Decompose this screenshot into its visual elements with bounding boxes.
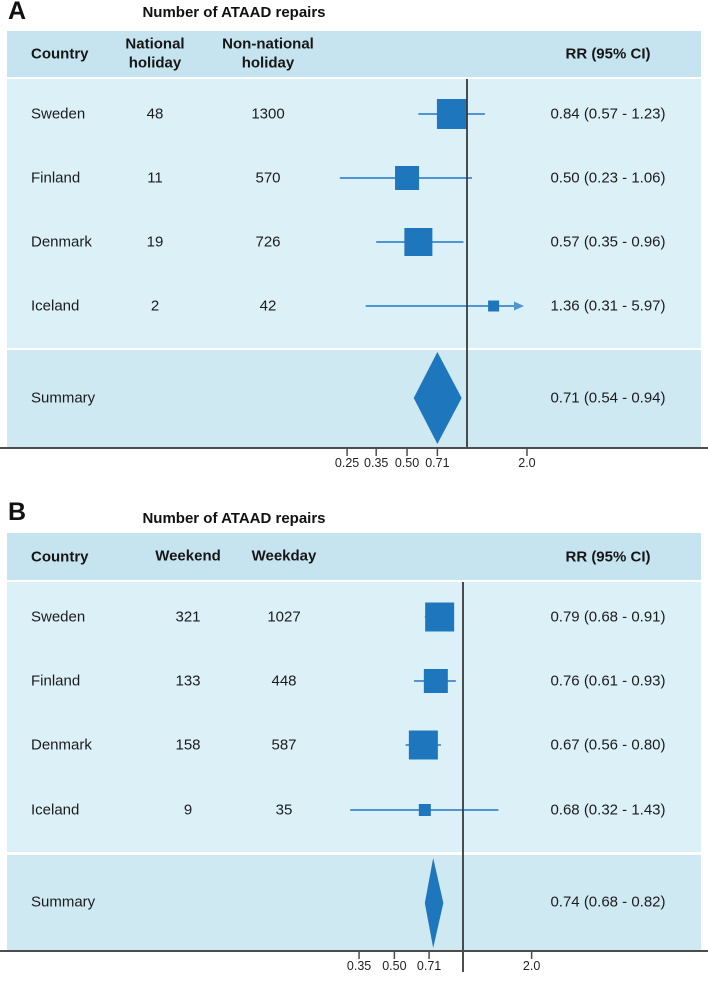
x-tick-label: 0.50	[394, 456, 420, 470]
row-country: Iceland	[31, 801, 80, 819]
row-count-col1: 2	[150, 297, 160, 315]
row-count-col1: 158	[175, 736, 201, 754]
row-country: Sweden	[31, 608, 86, 626]
x-tick-label: 0.71	[416, 959, 442, 973]
table-body-band	[7, 79, 701, 348]
row-country: Denmark	[31, 736, 92, 754]
row-count-col2: 42	[259, 297, 277, 315]
x-tick-label: 0.50	[382, 959, 407, 973]
row-count-col1: 321	[175, 608, 201, 626]
row-rr-text: 0.67 (0.56 - 0.80)	[550, 736, 666, 754]
summary-band	[7, 855, 701, 950]
row-count-col1: 11	[147, 169, 163, 187]
panel-title: Number of ATAAD repairs	[142, 510, 326, 527]
x-tick-label: 2.0	[518, 456, 536, 470]
column-header-col2: Non-national holiday	[222, 35, 314, 71]
panel-label: A	[8, 0, 27, 25]
x-tick-label: 2.0	[522, 959, 541, 973]
row-country: Finland	[31, 672, 81, 690]
column-header-rr: RR (95% CI)	[565, 45, 651, 63]
row-count-col2: 726	[255, 233, 281, 251]
row-country: Denmark	[31, 233, 92, 251]
column-header-country: Country	[31, 45, 89, 63]
column-header-col2: Weekday	[251, 547, 317, 565]
summary-label: Summary	[31, 389, 96, 407]
row-rr-text: 0.84 (0.57 - 1.23)	[550, 105, 666, 123]
row-rr-text: 0.68 (0.32 - 1.43)	[550, 801, 666, 819]
column-header-country: Country	[31, 548, 89, 565]
row-rr-text: 0.50 (0.23 - 1.06)	[550, 169, 666, 187]
panel-title: Number of ATAAD repairs	[142, 4, 326, 21]
column-header-col1: Weekend	[155, 547, 221, 565]
row-count-col1: 133	[175, 672, 201, 690]
panel-label: B	[8, 498, 27, 526]
summary-rr-text: 0.74 (0.68 - 0.82)	[550, 893, 666, 911]
x-tick-label: 0.71	[425, 456, 450, 470]
row-country: Finland	[31, 169, 81, 187]
row-country: Iceland	[31, 297, 80, 315]
row-count-col2: 448	[271, 672, 297, 690]
row-rr-text: 0.76 (0.61 - 0.93)	[550, 672, 666, 690]
row-count-col2: 570	[255, 169, 281, 187]
summary-band	[7, 350, 701, 447]
row-rr-text: 1.36 (0.31 - 5.97)	[550, 297, 666, 315]
row-count-col2: 1300	[251, 105, 285, 123]
row-rr-text: 0.79 (0.68 - 0.91)	[550, 608, 666, 626]
row-rr-text: 0.57 (0.35 - 0.96)	[550, 233, 666, 251]
row-count-col2: 1027	[267, 608, 301, 626]
row-count-col2: 587	[271, 736, 297, 754]
column-header-col1: National holiday	[125, 35, 185, 71]
summary-rr-text: 0.71 (0.54 - 0.94)	[550, 389, 666, 407]
x-tick-label: 0.25	[334, 456, 360, 470]
panel-a: A Number of ATAAD repairs Country National …	[0, 0, 708, 470]
row-count-col2: 35	[275, 801, 293, 819]
row-count-col1: 9	[183, 801, 193, 819]
x-tick-label: 0.35	[364, 456, 389, 470]
table-body-band	[7, 582, 701, 852]
row-count-col1: 48	[146, 105, 164, 123]
table-header-band	[7, 31, 701, 77]
x-tick-label: 0.35	[346, 959, 372, 973]
panel-b: B Number of ATAAD repairs Country Weekend We…	[0, 498, 708, 983]
row-country: Sweden	[31, 105, 86, 123]
row-count-col1: 19	[146, 233, 164, 251]
column-header-rr: RR (95% CI)	[565, 548, 651, 565]
summary-label: Summary	[31, 893, 96, 911]
table-header-band	[7, 533, 701, 580]
